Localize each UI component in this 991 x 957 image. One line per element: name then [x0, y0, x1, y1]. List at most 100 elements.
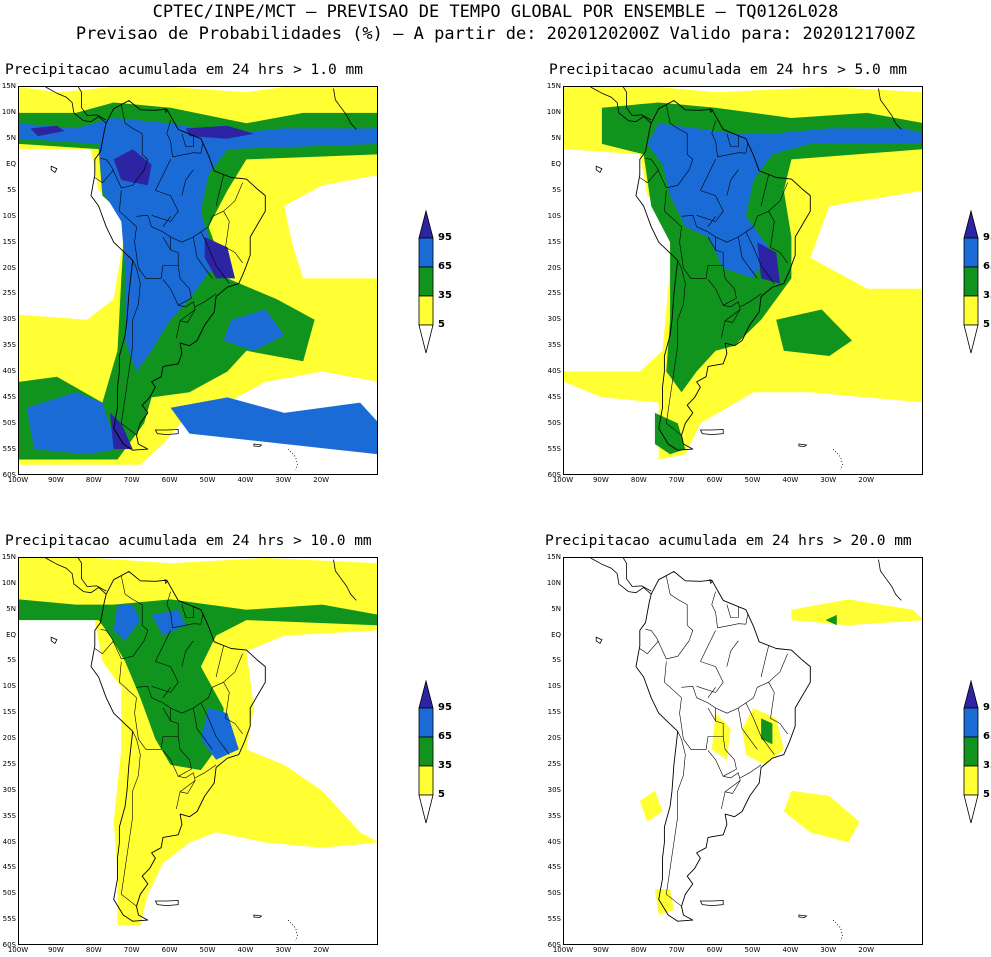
coastline [590, 87, 652, 124]
country-border [166, 591, 204, 629]
country-border [162, 707, 171, 722]
longitude-label: 40W [237, 946, 254, 954]
country-border [170, 681, 230, 714]
prob-area-35 [654, 412, 686, 455]
country-border [179, 780, 196, 793]
latitude-label: 40S [547, 837, 561, 846]
island [798, 443, 808, 447]
colorbar-swatch-5 [418, 765, 434, 796]
coastline [90, 100, 266, 451]
latitude-label: 10S [547, 682, 561, 691]
latitude-label: 60S [2, 941, 16, 949]
longitude-label: 60W [161, 476, 178, 484]
country-border [94, 169, 114, 183]
latitude-label: 50S [547, 419, 561, 428]
latitude-label: 25S [2, 289, 16, 298]
panel-3-colorbar: 95 65 35 5 [418, 679, 452, 825]
latitude-label: 25S [547, 759, 561, 768]
island [709, 578, 714, 585]
longitude-label: 20W [313, 946, 330, 954]
longitude-label: 70W [123, 946, 140, 954]
colorbar-label: 65 [438, 261, 452, 272]
latitude-label: 15S [2, 237, 16, 246]
island [154, 429, 179, 436]
country-border [170, 210, 230, 243]
latitude-label: 40S [2, 367, 16, 376]
panel-4-title: Precipitacao acumulada em 24 hrs > 20.0 … [545, 533, 912, 549]
country-border [740, 764, 762, 779]
latitude-label: 35S [2, 341, 16, 350]
colorbar-swatch-65 [418, 237, 434, 268]
panel-2-map-svg [564, 87, 922, 470]
prob-area-65 [223, 309, 285, 351]
island [50, 165, 58, 173]
country-border [181, 169, 194, 196]
longitude-label: 80W [630, 946, 647, 954]
latitude-label: 5S [552, 185, 561, 194]
prob-area-35 [825, 614, 837, 626]
longitude-label: 100W [7, 476, 29, 484]
latitude-label: 30S [547, 315, 561, 324]
latitude-label: 30S [547, 785, 561, 794]
latitude-label: 15S [547, 708, 561, 717]
country-border [666, 731, 686, 907]
prob-area-5 [639, 790, 663, 822]
panel-4-map-svg [590, 558, 922, 941]
colorbar-swatch-95 [963, 679, 979, 709]
coastline [878, 559, 902, 601]
country-border [155, 630, 171, 662]
prob-area-35 [761, 718, 773, 745]
latitude-label: 55S [2, 445, 16, 454]
panel-1-colorbar: 95 65 35 5 [418, 209, 452, 355]
latitude-label: 60S [547, 941, 561, 949]
country-border [162, 687, 171, 698]
country-border [134, 686, 179, 750]
prob-area-65 [151, 609, 186, 636]
latitude-label: 15N [1, 82, 16, 90]
header-line-2: Previsao de Probabilidades (%) – A parti… [75, 24, 916, 44]
latitude-label: 30S [2, 785, 16, 794]
panel-3-map [18, 557, 378, 945]
latitude-label: 5S [552, 656, 561, 665]
panel-2-map [563, 86, 923, 475]
country-border [100, 576, 149, 660]
country-border [726, 640, 739, 667]
latitude-label: 5S [7, 656, 16, 665]
latitude-label: 35S [547, 811, 561, 820]
longitude-label: 30W [820, 946, 837, 954]
longitude-label: 80W [85, 476, 102, 484]
country-border [100, 105, 149, 189]
latitude-label: 35S [2, 811, 16, 820]
colorbar-label: 65 [983, 261, 991, 272]
prob-area-95 [185, 125, 254, 139]
latitude-label: 10S [2, 682, 16, 691]
coastline [590, 558, 652, 595]
country-border [745, 231, 775, 284]
colorbar-label: 35 [438, 290, 452, 301]
latitude-label: 10S [547, 211, 561, 220]
country-border [639, 169, 659, 183]
latitude-label: 20S [547, 734, 561, 743]
colorbar-graphic [418, 209, 434, 354]
island [253, 914, 263, 918]
prob-area-65 [113, 604, 141, 641]
country-border [121, 260, 141, 436]
coastline [622, 558, 652, 592]
colorbar-swatch-95 [963, 209, 979, 239]
latitude-label: 15N [1, 553, 16, 561]
longitude-label: 70W [123, 476, 140, 484]
latitude-label: 60S [547, 471, 561, 479]
coastline [45, 558, 107, 595]
longitude-label: 70W [668, 476, 685, 484]
colorbar-label: 5 [983, 789, 990, 800]
colorbar-swatch-below-5 [418, 794, 434, 824]
latitude-label: 50S [2, 889, 16, 898]
country-border [707, 736, 737, 777]
latitude-label: 40S [547, 367, 561, 376]
country-border [195, 764, 217, 779]
colorbar-label: 95 [983, 702, 991, 713]
latitude-label: 5S [7, 185, 16, 194]
latitude-label: EQ [6, 159, 16, 168]
island [595, 165, 603, 173]
longitude-label: 60W [161, 946, 178, 954]
